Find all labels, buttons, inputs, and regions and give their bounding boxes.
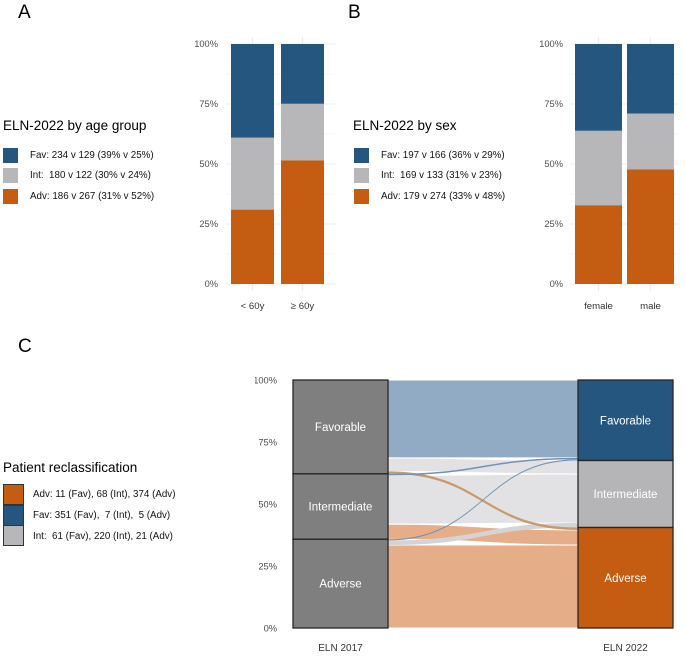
bar-segment-adv-1 [281,160,324,284]
bar-segment-fav-1 [281,44,324,104]
node-intermediate [292,473,389,540]
panel-b-title: ELN-2022 by sex [353,118,457,133]
int-swatch [3,525,24,546]
panel-a-letter: A [18,2,31,23]
reclassification-sankey-chart: Favorable Intermediate Adverse Favorable Int… [255,375,674,654]
x-tick-label: female [584,301,613,312]
legend-item-adv: Adv: 179 v 274 (33% v 48%) [354,189,505,204]
bar-segment-fav-0 [231,44,274,138]
legend-item-int: Int: 169 v 133 (31% v 23%) [354,168,502,183]
y-tick-label: 75% [544,99,563,109]
x-axis-label-eln2022: ELN 2022 [603,643,648,654]
legend-label: Adv: 11 (Fav), 68 (Int), 374 (Adv) [33,489,176,500]
bar-segment-int-0 [575,130,622,206]
bar-segment-fav-0 [575,44,622,131]
node-label: Intermediate [594,489,658,501]
y-tick-label: 25% [544,219,563,229]
int-swatch [354,168,369,183]
panel-c-title: Patient reclassification [3,460,138,475]
flow-adverse-to-favorable [388,459,578,541]
flow-intermediate-to-favorable [388,457,578,476]
flow-favorable-to-adverse [388,471,578,530]
y-tick-label: 50% [258,499,277,509]
y-tick-label: 50% [544,159,563,169]
y-tick-label: 75% [258,437,277,447]
node-favorable [292,379,389,475]
adv-swatch [3,189,18,204]
legend-label: Int: 61 (Fav), 220 (Int), 21 (Adv) [33,531,173,542]
x-axis-label-eln2017: ELN 2017 [318,643,363,654]
y-tick-label: 50% [199,159,218,169]
legend-label: Fav: 234 v 129 (39% v 25%) [30,150,154,161]
node-label: Adverse [604,573,646,585]
flow-favorable-to-favorable [387,379,579,459]
bar-segment-adv-1 [627,169,674,284]
y-tick-label: 25% [199,219,218,229]
x-tick-label: male [640,301,661,312]
adv-swatch [3,484,24,505]
bar-segment-int-0 [231,137,274,210]
node-favorable [577,379,674,462]
node-label: Intermediate [309,502,373,514]
x-tick-label: < 60y [241,301,265,312]
legend-label: Fav: 351 (Fav), 7 (Int), 5 (Adv) [33,510,171,521]
bar-segment-adv-0 [231,209,274,284]
x-tick-label: ≥ 60y [291,301,315,312]
bar-segment-int-1 [281,103,324,161]
flow-adverse-to-intermediate [388,522,578,546]
bar-segment-adv-0 [575,205,622,284]
y-tick-label: 100% [539,39,563,49]
bar-segment-fav-1 [627,44,674,114]
y-tick-label: 100% [255,375,277,385]
y-tick-label: 0% [550,279,563,289]
y-tick-label: 75% [199,99,218,109]
panel-a-title: ELN-2022 by age group [3,118,147,133]
legend-item-adv: Adv: 186 v 267 (31% v 52%) [3,189,154,204]
node-intermediate [577,459,674,529]
panel-c-letter: C [18,336,32,357]
flow-adverse-to-adverse [387,544,579,629]
panel-b-letter: B [348,2,361,23]
bar-segment-int-1 [627,113,674,170]
legend-item-fav: Fav: 197 v 166 (36% v 29%) [354,148,505,163]
node-label: Adverse [319,579,361,591]
sex-stacked-bar-chart: female male 0% 25% 50% 75% 100% [539,37,679,312]
adv-swatch [354,189,369,204]
legend-item-int: Int: 180 v 122 (30% v 24%) [3,168,151,183]
legend-item-fav: Fav: 234 v 129 (39% v 25%) [3,148,154,163]
node-label: Favorable [315,422,366,434]
legend-label: Adv: 186 v 267 (31% v 52%) [30,191,155,202]
node-adverse [292,538,389,629]
fav-swatch [3,148,18,163]
node-adverse [577,526,674,629]
y-tick-label: 100% [194,39,218,49]
y-tick-label: 25% [258,561,277,571]
legend-label: Int: 169 v 133 (31% v 23%) [381,170,502,181]
node-label: Favorable [600,415,651,427]
fav-swatch [3,504,24,526]
y-tick-label: 0% [264,623,277,633]
int-swatch [3,168,18,183]
legend-label: Adv: 179 v 274 (33% v 48%) [381,191,506,202]
fav-swatch [354,148,369,163]
flow-intermediate-to-intermediate [387,473,579,525]
legend-label: Int: 180 v 122 (30% v 24%) [30,170,151,181]
y-tick-label: 0% [205,279,218,289]
age-group-stacked-bar-chart: < 60y ≥ 60y 0% 25% 50% 75% 100% [194,37,336,312]
legend-label: Fav: 197 v 166 (36% v 29%) [381,150,505,161]
